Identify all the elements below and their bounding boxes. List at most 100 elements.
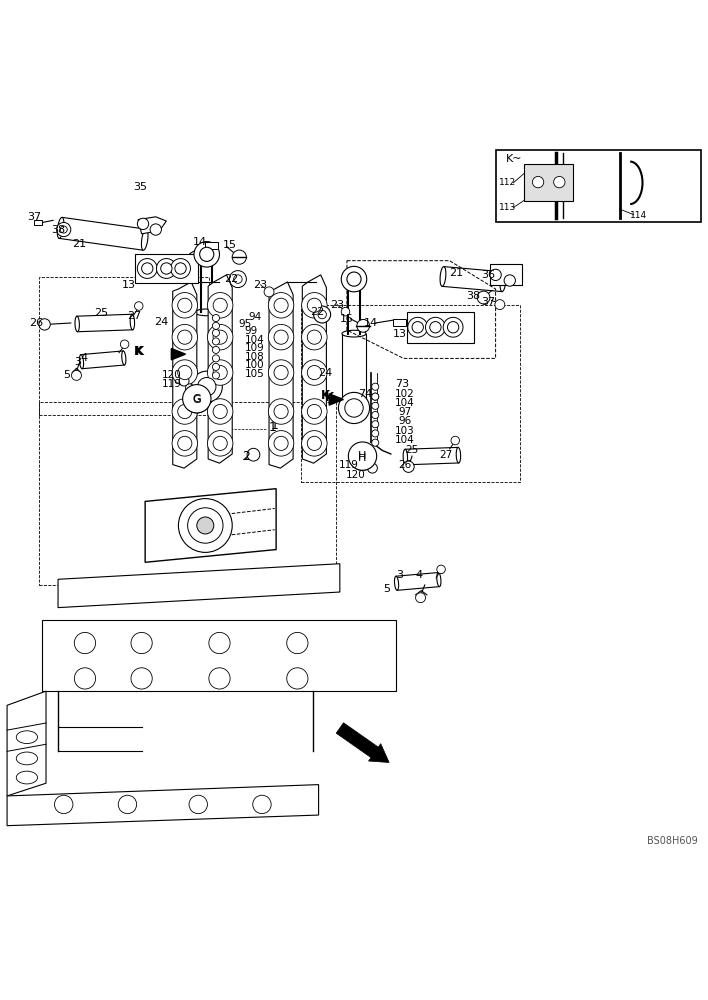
- Circle shape: [234, 275, 242, 283]
- Text: 22: 22: [310, 307, 324, 317]
- Circle shape: [212, 363, 219, 370]
- FancyBboxPatch shape: [490, 264, 522, 285]
- Polygon shape: [7, 691, 46, 796]
- Circle shape: [302, 293, 327, 318]
- Text: 24: 24: [319, 368, 333, 378]
- Text: 114: 114: [630, 211, 647, 220]
- Circle shape: [364, 456, 372, 465]
- Text: K: K: [321, 389, 330, 402]
- Circle shape: [274, 330, 288, 344]
- Circle shape: [372, 393, 379, 400]
- Circle shape: [135, 302, 143, 310]
- Text: 97: 97: [399, 407, 411, 417]
- Text: 15: 15: [223, 240, 237, 250]
- Circle shape: [268, 399, 294, 424]
- Circle shape: [55, 795, 73, 814]
- Circle shape: [212, 315, 219, 322]
- Circle shape: [341, 307, 350, 316]
- Text: 36: 36: [481, 270, 496, 280]
- FancyBboxPatch shape: [135, 254, 198, 283]
- Circle shape: [207, 431, 233, 456]
- Circle shape: [172, 360, 198, 385]
- Circle shape: [232, 250, 246, 264]
- Polygon shape: [145, 489, 276, 562]
- Circle shape: [188, 508, 223, 543]
- Text: 27: 27: [440, 450, 452, 460]
- Circle shape: [142, 263, 153, 274]
- Ellipse shape: [440, 267, 446, 286]
- Polygon shape: [138, 217, 166, 234]
- Bar: [342, 334, 366, 404]
- Ellipse shape: [342, 330, 366, 337]
- Circle shape: [253, 795, 271, 814]
- Circle shape: [287, 632, 308, 654]
- Circle shape: [185, 384, 194, 392]
- Circle shape: [348, 442, 377, 470]
- Circle shape: [200, 247, 214, 261]
- Ellipse shape: [57, 217, 64, 238]
- Text: 21: 21: [450, 268, 464, 278]
- Ellipse shape: [500, 272, 506, 292]
- Ellipse shape: [79, 355, 84, 369]
- Circle shape: [72, 370, 81, 380]
- Circle shape: [179, 376, 189, 386]
- FancyBboxPatch shape: [77, 314, 132, 332]
- Circle shape: [213, 404, 227, 419]
- Circle shape: [504, 275, 515, 286]
- Circle shape: [207, 293, 233, 318]
- Circle shape: [178, 499, 232, 552]
- Circle shape: [274, 436, 288, 450]
- FancyBboxPatch shape: [81, 351, 125, 369]
- FancyBboxPatch shape: [59, 217, 147, 250]
- Circle shape: [477, 291, 490, 304]
- Circle shape: [495, 300, 505, 310]
- Circle shape: [60, 226, 67, 233]
- Circle shape: [207, 360, 233, 385]
- Ellipse shape: [456, 447, 461, 463]
- Circle shape: [207, 399, 233, 424]
- Text: 102: 102: [395, 389, 415, 399]
- Circle shape: [372, 393, 379, 400]
- Circle shape: [443, 317, 463, 337]
- Bar: [301, 305, 520, 482]
- Text: 37: 37: [481, 297, 496, 307]
- Text: 25: 25: [406, 445, 418, 455]
- Text: 73: 73: [395, 379, 409, 389]
- Circle shape: [247, 448, 260, 461]
- Text: 103: 103: [395, 426, 415, 436]
- Text: 37: 37: [27, 212, 41, 222]
- Text: 104: 104: [245, 335, 265, 345]
- Circle shape: [302, 360, 327, 385]
- Text: 100: 100: [245, 360, 265, 370]
- Circle shape: [318, 310, 326, 319]
- Circle shape: [268, 431, 294, 456]
- Ellipse shape: [75, 316, 79, 332]
- Bar: [195, 312, 219, 383]
- Circle shape: [212, 338, 219, 345]
- Text: K: K: [134, 345, 142, 358]
- Circle shape: [372, 439, 379, 446]
- Circle shape: [213, 298, 227, 312]
- Circle shape: [264, 287, 274, 297]
- Text: 22: 22: [224, 274, 238, 284]
- Polygon shape: [208, 275, 232, 463]
- Circle shape: [213, 436, 227, 450]
- Text: 27: 27: [127, 311, 142, 321]
- Circle shape: [209, 668, 230, 689]
- Polygon shape: [171, 348, 185, 360]
- Circle shape: [307, 365, 321, 380]
- Circle shape: [372, 421, 379, 428]
- Circle shape: [302, 431, 327, 456]
- Text: 3: 3: [396, 570, 403, 580]
- Circle shape: [307, 330, 321, 344]
- Text: 14: 14: [364, 318, 378, 328]
- Circle shape: [347, 272, 361, 286]
- Circle shape: [412, 322, 423, 333]
- Circle shape: [451, 436, 459, 445]
- Polygon shape: [173, 282, 197, 468]
- Circle shape: [212, 329, 219, 336]
- Circle shape: [57, 222, 71, 237]
- Circle shape: [274, 404, 288, 419]
- FancyBboxPatch shape: [396, 573, 440, 590]
- Circle shape: [171, 259, 190, 278]
